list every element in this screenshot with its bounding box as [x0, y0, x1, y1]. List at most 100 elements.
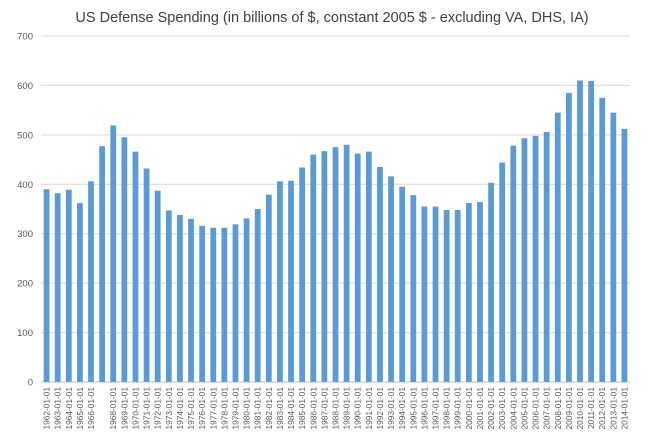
x-tick-label: 1991-01-01 — [364, 387, 374, 430]
y-tick-label: 500 — [17, 130, 33, 141]
bar — [277, 181, 283, 382]
bar — [332, 147, 339, 382]
x-tick-label: 1974-01-01 — [175, 387, 185, 430]
x-tick-label: 1992-01-01 — [375, 387, 385, 430]
bar — [343, 144, 350, 382]
bar — [421, 206, 428, 382]
x-tick-label: 1990-01-01 — [353, 387, 363, 430]
bar — [432, 206, 439, 382]
bar — [177, 214, 183, 382]
x-tick-label: 1998-01-01 — [442, 387, 452, 430]
bar — [43, 189, 50, 382]
x-tick-label: 1989-01-01 — [342, 387, 352, 430]
bar — [465, 203, 472, 382]
x-tick-label: 2010-01-01 — [575, 387, 585, 430]
x-tick-label: 2002-01-01 — [486, 387, 496, 430]
x-tick-label: 1977-01-01 — [208, 387, 218, 430]
y-tick-label: 0 — [28, 378, 33, 389]
x-tick-label: 1984-01-01 — [286, 387, 296, 430]
bar — [143, 168, 150, 382]
bar — [588, 80, 594, 382]
bar — [454, 209, 461, 382]
x-tick-label: 2012-01-01 — [597, 387, 607, 430]
x-tick-label: 1965-01-01 — [75, 387, 85, 430]
bar — [443, 209, 450, 382]
bar — [265, 194, 272, 382]
x-tick-label: 1972-01-01 — [153, 387, 163, 430]
bar — [554, 112, 561, 382]
bar — [621, 128, 628, 382]
bar — [377, 166, 383, 382]
bar — [477, 202, 483, 382]
bar — [99, 146, 106, 382]
x-tick-label: 1971-01-01 — [142, 387, 152, 430]
x-tick-label: 1973-01-01 — [164, 387, 174, 430]
x-tick-label: 2013-01-01 — [608, 387, 618, 430]
bar — [388, 176, 394, 382]
bar — [88, 181, 94, 382]
x-tick-label: 1986-01-01 — [308, 387, 318, 430]
x-tick-label: 2004-01-01 — [508, 387, 518, 430]
bar — [577, 80, 583, 382]
y-tick-label: 400 — [17, 180, 33, 191]
x-tick-label: 2011-01-01 — [586, 387, 596, 429]
bar — [132, 151, 139, 382]
bar — [610, 112, 617, 382]
x-tick-label: 1996-01-01 — [419, 387, 429, 430]
x-tick-label: 2000-01-01 — [464, 387, 474, 430]
bar — [499, 162, 506, 382]
bar — [210, 227, 217, 382]
x-tick-label: 1969-01-01 — [119, 387, 129, 430]
x-tick-label: 1970-01-01 — [130, 387, 140, 430]
x-tick-label: 2009-01-01 — [564, 387, 574, 430]
x-tick-label: 2001-01-01 — [475, 387, 485, 430]
bar — [288, 180, 294, 382]
x-tick-label: 1975-01-01 — [186, 387, 196, 430]
bar — [110, 125, 117, 383]
x-tick-label: 2014-01-01 — [619, 387, 629, 430]
y-tick-label: 600 — [17, 81, 33, 92]
x-tick-label: 2005-01-01 — [519, 387, 529, 430]
bar — [199, 225, 206, 382]
x-tick-label: 1979-01-01 — [230, 387, 240, 430]
x-tick-label: 1995-01-01 — [408, 387, 418, 430]
x-tick-label: 1963-01-01 — [53, 387, 63, 430]
x-tick-label: 2003-01-01 — [497, 387, 507, 430]
bar — [543, 131, 550, 382]
bar — [77, 203, 83, 382]
bar — [365, 151, 372, 382]
x-tick-label: 2008-01-01 — [553, 387, 563, 430]
x-tick-label: 1999-01-01 — [453, 387, 463, 430]
bar — [188, 218, 194, 382]
x-tick-label: 1988-01-01 — [331, 387, 341, 430]
x-tick-label: 1962-01-01 — [42, 387, 52, 430]
bar — [65, 189, 72, 382]
x-tick-label: 1997-01-01 — [431, 387, 441, 430]
bar — [410, 195, 417, 382]
x-tick-label: 1994-01-01 — [397, 387, 407, 430]
x-tick-label: 1983-01-01 — [275, 387, 285, 430]
bar — [532, 135, 539, 382]
x-tick-label: 1981-01-01 — [253, 387, 263, 430]
x-tick-label: 1993-01-01 — [386, 387, 396, 430]
bar — [521, 138, 528, 382]
y-tick-label: 700 — [17, 32, 33, 43]
bar — [243, 218, 250, 382]
bar — [232, 224, 239, 382]
bar — [565, 92, 572, 382]
bar — [54, 193, 61, 382]
x-tick-label: 1987-01-01 — [319, 387, 329, 430]
chart-title: US Defense Spending (in billions of $, c… — [75, 10, 588, 26]
bar — [488, 182, 494, 382]
bar — [121, 137, 128, 382]
bar — [399, 186, 406, 382]
y-tick-label: 300 — [17, 229, 33, 240]
x-tick-label: 1976-01-01 — [197, 387, 207, 430]
bar — [154, 190, 161, 382]
y-tick-label: 100 — [17, 328, 33, 339]
x-tick-label: 1985-01-01 — [297, 387, 307, 430]
bar — [221, 227, 228, 382]
x-axis-ticks: 1962-01-01 1963-01-01 1964-01-01 1965-01-01… — [42, 387, 630, 430]
